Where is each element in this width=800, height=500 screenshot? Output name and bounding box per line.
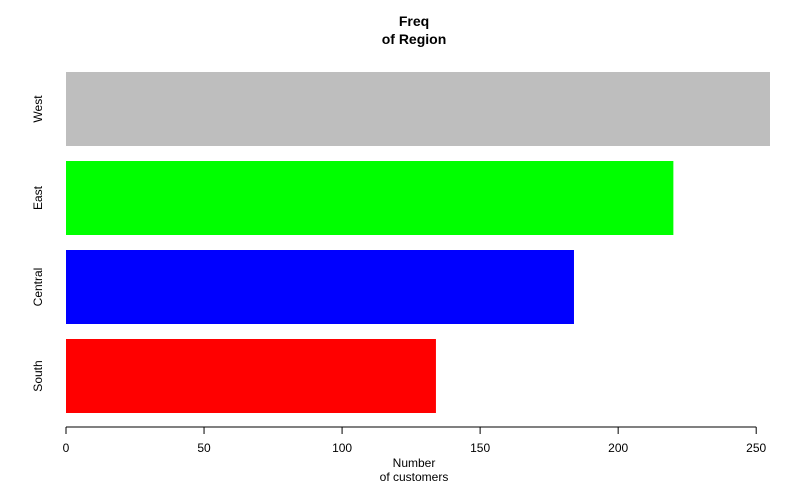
- x-axis-title-line-2: of customers: [380, 470, 449, 484]
- x-axis-title-line-1: Number: [393, 456, 436, 470]
- chart-title-line-2: of Region: [382, 31, 447, 47]
- bar-east: [66, 161, 674, 235]
- x-tick-label: 250: [746, 441, 766, 455]
- category-labels-group: South Central East West: [31, 95, 45, 392]
- category-label-west: West: [31, 95, 45, 123]
- bars-group: [66, 72, 770, 413]
- chart-title-line-1: Freq: [399, 13, 429, 29]
- bar-central: [66, 250, 574, 324]
- x-tick-label: 0: [63, 441, 70, 455]
- x-tick-label: 150: [470, 441, 490, 455]
- category-label-central: Central: [31, 268, 45, 307]
- bar-south: [66, 339, 436, 413]
- category-label-south: South: [31, 360, 45, 391]
- x-tick-label: 50: [197, 441, 211, 455]
- x-tick-label: 200: [608, 441, 628, 455]
- bar-west: [66, 72, 770, 146]
- x-ticks-group: 0 50 100 150 200 250: [63, 427, 767, 455]
- category-label-east: East: [31, 185, 45, 210]
- x-tick-label: 100: [332, 441, 352, 455]
